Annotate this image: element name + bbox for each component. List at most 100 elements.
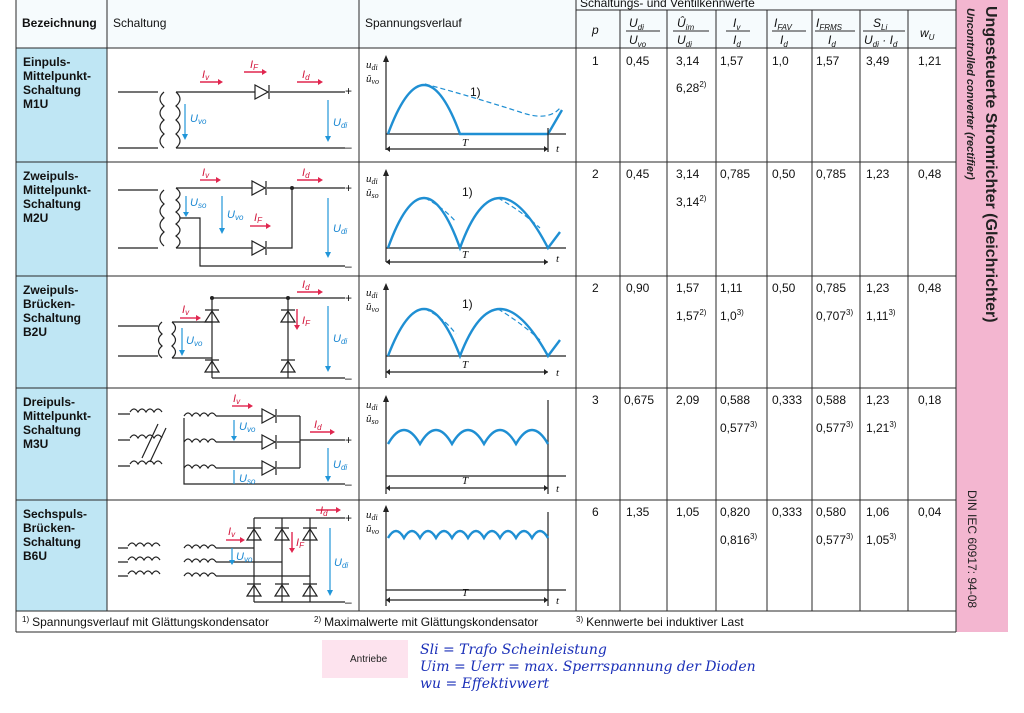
schematic-m1u: Iv IF Id Uvo Udi + –	[118, 59, 352, 154]
row-4-name: Dreipuls-Mittelpunkt-Schaltung M3U	[23, 395, 91, 451]
schematic-b2u: Iv IF Id Uvo Udi + –	[118, 279, 352, 385]
svg-text:Id: Id	[302, 167, 310, 180]
svg-text:Udi: Udi	[333, 223, 347, 236]
row-4-udi: 0,675	[624, 393, 654, 407]
svg-text:t: t	[556, 143, 560, 155]
svg-text:ûvo: ûvo	[366, 301, 379, 314]
schematic-b6u: Iv IF Id Uvo Udi + –	[118, 505, 352, 609]
row-3-iv: 1,11	[720, 281, 743, 295]
svg-text:ûso: ûso	[366, 413, 379, 426]
svg-text:Id: Id	[828, 33, 836, 49]
svg-text:Uso: Uso	[190, 197, 207, 210]
row-3-udi: 0,90	[626, 281, 650, 295]
svg-text:T: T	[462, 249, 469, 261]
row-4-ifrms2: 0,5773)	[816, 420, 853, 435]
row-4-values: 3 0,675 2,09 0,588 0,5773) 0,333 0,588 0…	[592, 393, 942, 435]
row-3-wu: 0,48	[918, 281, 942, 295]
row-3-uim: 1,57	[676, 281, 700, 295]
row-5-sli2: 1,053)	[866, 532, 897, 547]
header-spannungsverlauf: Spannungsverlauf	[365, 16, 462, 30]
svg-text:Iv: Iv	[233, 393, 241, 406]
row-1-p: 1	[592, 54, 599, 68]
header-bezeichnung: Bezeichnung	[22, 16, 97, 30]
svg-text:Iv: Iv	[182, 304, 190, 317]
row-1-uim: 3,14	[676, 54, 700, 68]
svg-text:–: –	[345, 477, 352, 491]
header-group-label: Schaltungs- und Ventilkennwerte	[580, 0, 755, 10]
svg-text:Uso: Uso	[239, 473, 256, 486]
row-2-ifrms: 0,785	[816, 167, 846, 181]
svg-text:udi: udi	[366, 399, 378, 412]
side-din: DIN IEC 60917: 94-08	[965, 490, 979, 608]
svg-text:Udi · Id: Udi · Id	[864, 33, 898, 49]
svg-text:Uvo: Uvo	[227, 209, 244, 222]
header-p: p	[591, 23, 599, 37]
row-3-values: 2 0,90 1,57 1,572) 1,11 1,03) 0,50 0,785…	[592, 281, 942, 323]
schematic-m3u: Iv Id Uvo Uso Udi + –	[118, 393, 352, 491]
footnote-1: 1) Spannungsverlauf mit Glättungskondensa…	[22, 615, 269, 629]
waveform-b6u: udi ûvo T t	[366, 505, 566, 607]
svg-text:Udi: Udi	[333, 117, 347, 130]
handwriting-line-2: Uim = Uerr = max. Sperrspannung der Diod…	[420, 659, 756, 675]
svg-text:T: T	[462, 359, 469, 371]
svg-text:+: +	[345, 291, 352, 305]
header-background	[16, 0, 956, 48]
svg-text:T: T	[462, 587, 469, 599]
row-1-udi: 0,45	[626, 54, 650, 68]
row-4-uim: 2,09	[676, 393, 700, 407]
svg-text:Iv: Iv	[202, 167, 210, 180]
svg-text:+: +	[345, 433, 352, 447]
row-2-sli: 1,23	[866, 167, 890, 181]
svg-text:IF: IF	[254, 212, 263, 225]
side-subtitle: Uncontrolled converter (rectifier)	[964, 8, 976, 180]
schematic-m2u: Iv IF Id Uso Uvo Udi + –	[118, 167, 352, 273]
row-2-udi: 0,45	[626, 167, 650, 181]
svg-text:IF: IF	[250, 59, 259, 72]
row-5-iv2: 0,8163)	[720, 532, 757, 547]
svg-text:–: –	[345, 595, 352, 609]
svg-text:–: –	[345, 371, 352, 385]
row-1-sli: 3,49	[866, 54, 890, 68]
row-5-iv: 0,820	[720, 505, 750, 519]
svg-text:+: +	[345, 84, 352, 98]
name-column-background	[16, 0, 107, 611]
row-2-wu: 0,48	[918, 167, 942, 181]
handwriting-line-3: wu = Effektivwert	[420, 676, 550, 692]
svg-text:Id: Id	[314, 419, 322, 432]
waveform-m3u: udi ûso T t	[366, 395, 566, 495]
svg-text:Uvo: Uvo	[190, 113, 207, 126]
svg-text:ûvo: ûvo	[366, 73, 379, 86]
section-tag: Antriebe	[350, 654, 388, 665]
row-3-ifrms2: 0,7073)	[816, 308, 853, 323]
row-2-ifav: 0,50	[772, 167, 796, 181]
svg-text:–: –	[345, 259, 352, 273]
row-3-p: 2	[592, 281, 599, 295]
row-2-name: Zweipuls-Mittelpunkt-Schaltung M2U	[23, 169, 91, 225]
svg-text:Iv: Iv	[228, 526, 236, 539]
row-3-ifav: 0,50	[772, 281, 796, 295]
row-4-iv2: 0,5773)	[720, 420, 757, 435]
svg-text:ûvo: ûvo	[366, 523, 379, 536]
side-panel: Ungesteuerte Stromrichter (Gleichrichter…	[964, 6, 999, 608]
svg-text:Udi: Udi	[333, 459, 347, 472]
row-1-name: Einpuls-Mittelpunkt-Schaltung M1U	[23, 55, 91, 111]
row-5-uim: 1,05	[676, 505, 700, 519]
header-iv-id: Iv Id	[726, 16, 750, 49]
row-5-sli: 1,06	[866, 505, 890, 519]
row-4-iv: 0,588	[720, 393, 750, 407]
row-2-uim2: 3,142)	[676, 194, 707, 209]
svg-text:Udi: Udi	[677, 33, 692, 49]
row-2-uim: 3,14	[676, 167, 700, 181]
row-4-ifav: 0,333	[772, 393, 802, 407]
svg-text:+: +	[345, 181, 352, 195]
svg-text:ûso: ûso	[366, 187, 379, 200]
row-4-wu: 0,18	[918, 393, 942, 407]
row-1-iv: 1,57	[720, 54, 744, 68]
row-5-ifav: 0,333	[772, 505, 802, 519]
table-header: Schaltungs- und Ventilkennwerte Bezeichn…	[22, 0, 935, 49]
svg-text:1): 1)	[462, 185, 473, 199]
svg-text:+: +	[345, 511, 352, 525]
row-4-sli: 1,23	[866, 393, 890, 407]
side-panel-background	[956, 0, 1008, 632]
